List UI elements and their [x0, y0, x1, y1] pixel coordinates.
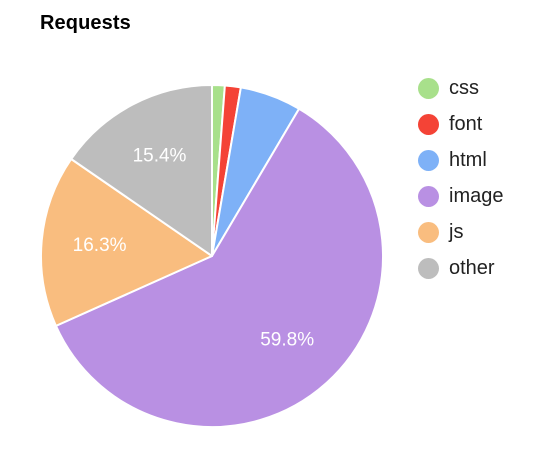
chart-title: Requests — [40, 12, 131, 34]
legend-label-font: font — [449, 112, 483, 135]
pie-slice-labels: 59.8% 16.3% 15.4% — [73, 146, 315, 351]
legend-swatch-image — [418, 185, 439, 207]
legend-item-js: js — [418, 214, 503, 250]
legend-swatch-html — [418, 149, 439, 171]
legend-label-html: html — [449, 148, 487, 171]
legend-swatch-other — [418, 257, 439, 279]
slice-label-other: 15.4% — [133, 146, 187, 167]
chart-legend: css font html image js other — [418, 70, 503, 286]
legend-swatch-js — [418, 221, 439, 243]
pie-slice-other — [70, 84, 213, 257]
legend-label-other: other — [449, 256, 495, 279]
legend-item-font: font — [418, 106, 503, 142]
legend-item-css: css — [418, 70, 503, 106]
pie-slice-image — [54, 107, 384, 428]
legend-item-other: other — [418, 250, 503, 286]
slice-label-image: 59.8% — [260, 330, 314, 351]
legend-label-js: js — [449, 220, 464, 243]
legend-swatch-font — [418, 113, 439, 135]
pie-slice-js — [40, 158, 213, 327]
legend-label-css: css — [449, 76, 479, 99]
pie-slices — [40, 84, 384, 428]
slice-label-js: 16.3% — [73, 235, 127, 256]
legend-item-html: html — [418, 142, 503, 178]
legend-swatch-css — [418, 77, 439, 99]
legend-item-image: image — [418, 178, 503, 214]
legend-label-image: image — [449, 184, 504, 207]
